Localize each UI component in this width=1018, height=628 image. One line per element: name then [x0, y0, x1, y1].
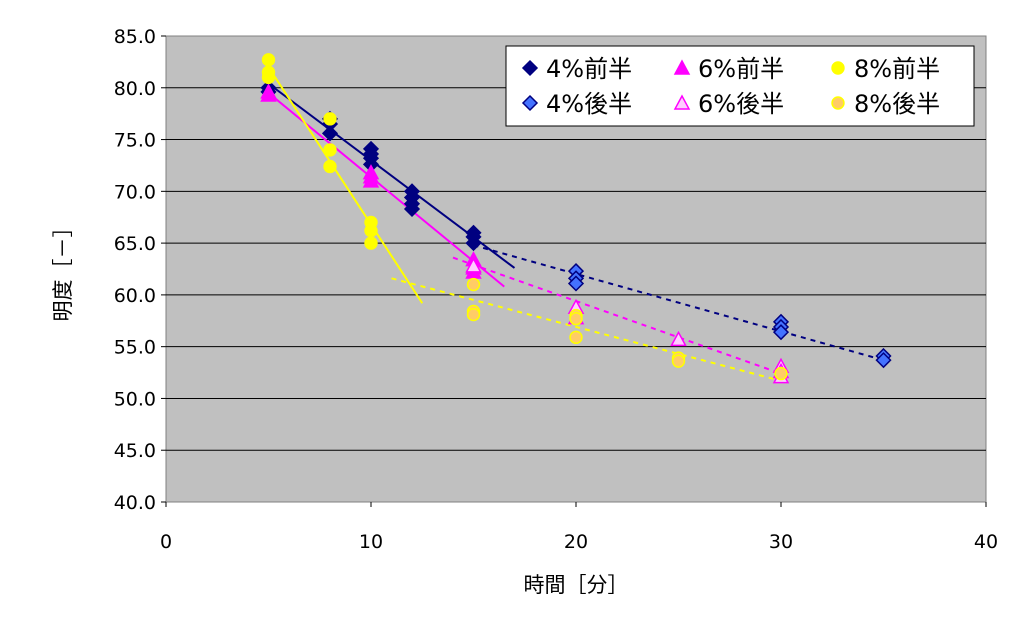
x-tick-label: 40 [974, 531, 998, 553]
data-point-series-2 [323, 143, 337, 157]
legend-label: 6%前半 [698, 55, 784, 83]
data-point-series-2 [261, 70, 276, 85]
trendline-series-3 [473, 244, 884, 362]
trendline-series-5 [391, 277, 782, 382]
y-axis-title: 明度［－］ [51, 217, 75, 322]
y-tick-label: 70.0 [114, 181, 156, 203]
data-point-series-2 [261, 53, 276, 67]
data-point-series-2 [364, 223, 378, 238]
legend-marker-2 [831, 61, 845, 75]
legend-marker-5 [831, 96, 845, 110]
data-point-series-3 [772, 324, 790, 341]
legend-marker-4 [673, 94, 691, 110]
data-point-series-2 [323, 112, 337, 126]
data-point-series-5 [774, 366, 788, 381]
x-axis-ticks: 0 10 20 30 40 [160, 502, 998, 553]
data-point-series-1 [362, 172, 380, 188]
data-point-series-5 [671, 354, 686, 368]
y-tick-label: 45.0 [114, 440, 156, 462]
legend-box [505, 45, 975, 127]
legend-label: 4%後半 [546, 90, 632, 118]
data-point-series-3 [567, 275, 585, 292]
legend-label: 8%前半 [854, 55, 940, 83]
trendline-series-4 [452, 256, 782, 375]
y-tick-label: 55.0 [114, 337, 156, 359]
y-tick-label: 40.0 [114, 492, 156, 514]
data-point-series-5 [569, 330, 583, 345]
data-point-series-2 [364, 236, 378, 250]
legend-label: 4%前半 [546, 55, 632, 83]
y-tick-label: 60.0 [114, 285, 156, 307]
y-axis-ticks: 40.0 45.0 50.0 55.0 60.0 65.0 70.0 75.0 80.0 85.0 [114, 26, 166, 514]
x-tick-label: 30 [769, 531, 793, 553]
y-tick-label: 50.0 [114, 388, 156, 410]
data-point-series-1 [260, 86, 277, 102]
data-point-series-3 [875, 352, 892, 369]
data-point-series-0 [403, 200, 421, 217]
data-point-series-4 [670, 330, 687, 347]
legend-label: 8%後半 [854, 90, 940, 118]
x-tick-label: 10 [359, 531, 383, 553]
data-point-series-5 [466, 307, 481, 322]
data-point-series-2 [323, 159, 337, 174]
data-point-series-4 [465, 257, 482, 273]
data-point-series-5 [466, 277, 481, 292]
x-axis-title: 時間［分］ [524, 573, 629, 597]
data-points [260, 53, 892, 384]
legend-label: 6%後半 [698, 90, 784, 118]
legend-marker-1 [673, 59, 691, 75]
data-point-series-0 [465, 235, 482, 252]
data-point-series-5 [569, 312, 583, 326]
y-tick-label: 65.0 [114, 233, 156, 255]
x-tick-label: 20 [564, 531, 588, 553]
trendline-series-1 [267, 92, 505, 288]
y-tick-label: 75.0 [114, 130, 156, 152]
y-tick-label: 80.0 [114, 78, 156, 100]
y-tick-label: 85.0 [114, 26, 156, 48]
legend-marker-0 [521, 59, 539, 77]
x-tick-label: 0 [160, 531, 172, 553]
data-point-series-0 [321, 125, 339, 142]
gridlines [166, 87, 986, 451]
trendline-series-2 [267, 66, 424, 304]
legend: 4%前半 6%前半 8%前半 4%後半 6%後半 8%後半 [505, 45, 975, 127]
legend-marker-3 [521, 94, 539, 112]
